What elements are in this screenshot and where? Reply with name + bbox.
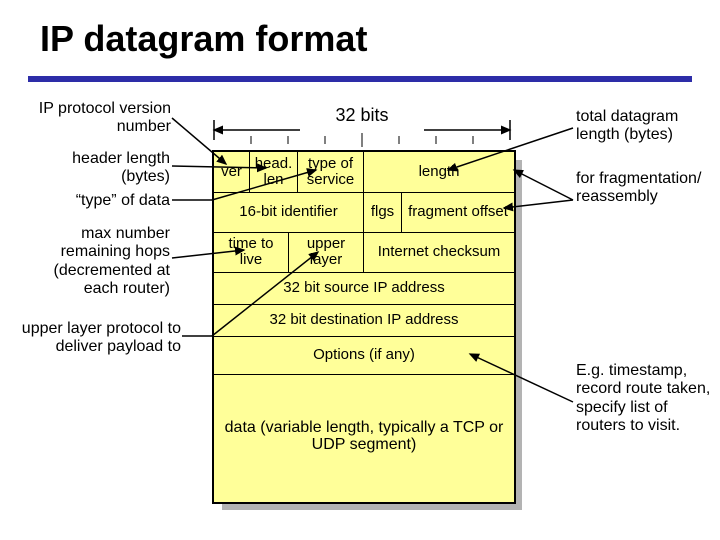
page-title: IP datagram format: [40, 18, 367, 60]
row-6: Options (if any): [214, 336, 514, 375]
label-totlen: total datagram length (bytes): [576, 108, 716, 145]
cell-length: length: [364, 152, 514, 192]
cell-opts: Options (if any): [214, 336, 514, 374]
cell-flgs: flgs: [364, 192, 402, 232]
row-2: 16-bit identifier flgs fragment offset: [214, 192, 514, 233]
title-rule: [28, 76, 692, 82]
cell-proto: upper layer: [289, 232, 364, 272]
label-hlen: header length (bytes): [50, 150, 170, 187]
row-5: 32 bit destination IP address: [214, 304, 514, 337]
label-version: IP protocol version number: [6, 100, 171, 137]
row-data: data (variable length, typically a TCP o…: [214, 374, 514, 500]
row-4: 32 bit source IP address: [214, 272, 514, 305]
cell-src: 32 bit source IP address: [214, 272, 514, 304]
label-tos: “type” of data: [50, 192, 170, 210]
cell-tos: type of service: [298, 152, 364, 192]
cell-data: data (variable length, typically a TCP o…: [214, 374, 514, 500]
cell-ver: ver: [214, 152, 250, 192]
label-options: E.g. timestamp, record route taken, spec…: [576, 362, 716, 436]
cell-id: 16-bit identifier: [214, 192, 364, 232]
cell-hlen: head. len: [250, 152, 298, 192]
cell-ttl: time to live: [214, 232, 289, 272]
label-ttl: max number remaining hops (decremented a…: [30, 225, 170, 299]
datagram-box: ver head. len type of service length 16-…: [212, 150, 516, 504]
label-frag: for fragmentation/ reassembly: [576, 170, 720, 207]
bits-width-label: 32 bits: [212, 105, 512, 126]
row-1: ver head. len type of service length: [214, 152, 514, 193]
cell-dst: 32 bit destination IP address: [214, 304, 514, 336]
row-3: time to live upper layer Internet checks…: [214, 232, 514, 273]
label-proto: upper layer protocol to deliver payload …: [6, 320, 181, 357]
cell-cksum: Internet checksum: [364, 232, 514, 272]
cell-frag: fragment offset: [402, 192, 514, 232]
